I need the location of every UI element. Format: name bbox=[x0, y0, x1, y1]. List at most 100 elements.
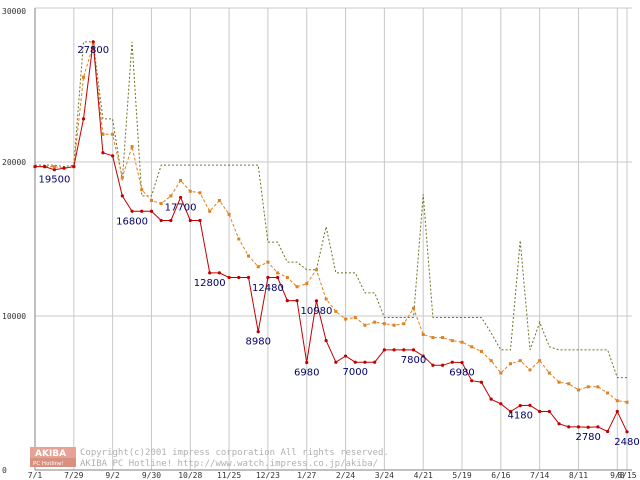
point-min bbox=[479, 380, 484, 384]
point-min bbox=[518, 404, 522, 408]
point-average bbox=[499, 371, 503, 375]
point-average bbox=[392, 323, 396, 327]
point-min bbox=[198, 218, 202, 223]
x-tick-label: 2/24 bbox=[336, 471, 355, 480]
x-tick-label: 5/19 bbox=[452, 471, 471, 480]
point-min bbox=[382, 348, 386, 352]
x-tick-labels: 7/1 7/29 9/2 9/30 10/28 11/25 12/23 1/27 2/24 3/2… bbox=[28, 471, 637, 480]
point-average bbox=[606, 391, 610, 395]
point-min bbox=[508, 409, 513, 414]
point-average bbox=[247, 254, 251, 258]
point-min bbox=[178, 195, 183, 200]
point-average bbox=[353, 316, 357, 320]
point-min bbox=[62, 166, 66, 170]
point-average bbox=[547, 371, 551, 375]
point-average bbox=[625, 400, 629, 404]
series-lines bbox=[35, 41, 628, 433]
point-average bbox=[324, 297, 328, 301]
point-average bbox=[159, 202, 163, 206]
point-average bbox=[479, 349, 483, 353]
point-min bbox=[169, 218, 173, 223]
data-label: 2480 bbox=[614, 437, 639, 448]
watermark: AKIBA PC Hotline! Copyright(c)2001 impre… bbox=[30, 447, 389, 469]
logo-box-bottom bbox=[30, 458, 76, 467]
point-min bbox=[334, 360, 338, 364]
x-tick-label: 7/14 bbox=[530, 471, 549, 480]
data-label: 12480 bbox=[252, 283, 284, 294]
y-tick-label: 20000 bbox=[2, 158, 26, 167]
point-min bbox=[402, 348, 406, 352]
point-min bbox=[557, 422, 561, 426]
point-min bbox=[373, 360, 377, 364]
x-tick-label: 12/23 bbox=[256, 471, 280, 480]
point-average bbox=[373, 320, 377, 324]
x-tick-label: 7/1 bbox=[28, 471, 43, 480]
point-min bbox=[285, 299, 289, 303]
point-average bbox=[130, 145, 134, 149]
data-label: 6980 bbox=[449, 368, 474, 379]
point-average bbox=[460, 340, 464, 344]
data-label: 4180 bbox=[508, 411, 533, 422]
point-average bbox=[538, 359, 542, 363]
point-average bbox=[91, 43, 95, 47]
point-min bbox=[431, 363, 435, 367]
point-average bbox=[266, 260, 270, 264]
point-average bbox=[382, 322, 386, 326]
series-line-average bbox=[35, 44, 628, 403]
point-average bbox=[82, 75, 86, 79]
point-min bbox=[353, 360, 357, 364]
point-average bbox=[179, 178, 183, 182]
point-min bbox=[159, 218, 163, 223]
point-min bbox=[52, 168, 57, 172]
point-average bbox=[334, 309, 338, 313]
point-min bbox=[615, 409, 619, 414]
x-tick-label: 6/16 bbox=[491, 471, 510, 480]
point-average bbox=[217, 199, 221, 202]
data-label: 16800 bbox=[116, 216, 148, 227]
data-label: 6980 bbox=[294, 368, 319, 379]
point-min bbox=[314, 299, 319, 303]
point-min bbox=[276, 275, 280, 280]
point-min bbox=[188, 218, 192, 223]
x-tick-label: 7/29 bbox=[64, 471, 83, 480]
point-min bbox=[343, 354, 348, 358]
copyright-line-2: AKIBA PC Hotline! http://www.watch.impre… bbox=[80, 459, 378, 469]
y-tick-labels: 30000 20000 10000 0 bbox=[2, 7, 26, 475]
point-average bbox=[198, 191, 202, 195]
point-min bbox=[101, 151, 105, 155]
y-tick-label: 30000 bbox=[2, 7, 26, 16]
x-tick-label: 11/25 bbox=[217, 471, 241, 480]
point-average bbox=[120, 175, 124, 179]
point-min bbox=[460, 360, 464, 365]
point-average bbox=[295, 285, 299, 289]
data-label: 8980 bbox=[245, 337, 270, 348]
point-min bbox=[324, 339, 328, 343]
point-min bbox=[91, 40, 95, 44]
x-tick-label: 1/27 bbox=[297, 471, 316, 480]
point-min bbox=[489, 397, 493, 401]
point-min bbox=[567, 425, 571, 429]
point-min bbox=[441, 363, 445, 367]
point-min bbox=[363, 360, 367, 364]
point-min bbox=[72, 165, 76, 169]
point-average bbox=[111, 132, 115, 136]
point-min bbox=[217, 271, 221, 275]
point-average bbox=[615, 399, 619, 403]
point-average bbox=[276, 271, 280, 275]
point-average bbox=[450, 339, 454, 343]
point-average bbox=[101, 132, 105, 136]
point-average bbox=[518, 359, 522, 363]
axes bbox=[34, 8, 632, 471]
point-average bbox=[402, 322, 406, 326]
point-average bbox=[441, 336, 445, 340]
point-min bbox=[266, 275, 270, 280]
logo-box-top bbox=[30, 447, 76, 458]
point-min bbox=[111, 154, 115, 158]
point-average bbox=[509, 362, 513, 366]
point-average bbox=[421, 332, 425, 336]
point-min bbox=[411, 348, 416, 352]
point-average bbox=[149, 199, 153, 202]
point-min bbox=[586, 425, 590, 429]
series-line-max bbox=[35, 41, 627, 379]
point-min bbox=[538, 409, 542, 414]
